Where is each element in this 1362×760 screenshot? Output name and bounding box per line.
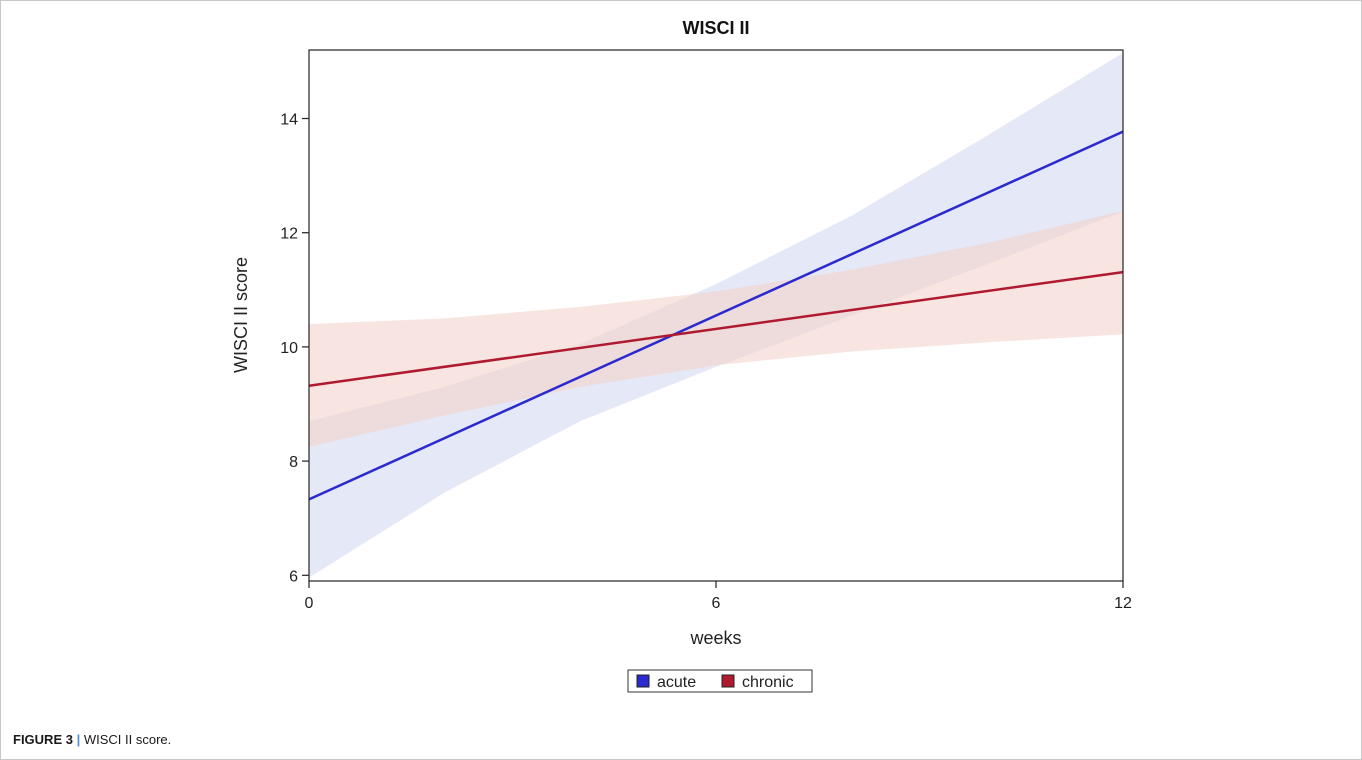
caption-text: WISCI II score. [83,732,172,747]
x-tick-label: 6 [712,595,721,612]
x-axis: 0 6 12 [305,581,1132,612]
series-line-chronic [308,270,1124,387]
legend-swatch-chronic [721,674,735,688]
chart-title: WISCI II [683,18,750,38]
y-tick-label: 10 [280,340,298,357]
x-tick-label: 0 [305,595,314,612]
legend: acute chronic [627,669,813,693]
y-tick-label: 12 [280,226,298,243]
legend-box [627,669,813,693]
figure-label: FIGURE 3 [13,732,73,747]
y-tick-label: 8 [289,454,298,471]
y-tick-label: 14 [280,112,298,129]
y-tick-label: 6 [289,568,298,585]
series-line-acute [308,130,1124,501]
legend-swatch-acute [636,674,650,688]
legend-label-chronic: chronic [742,674,794,691]
figure-caption: FIGURE 3 | WISCI II score. [13,732,171,747]
caption-separator: | [76,732,81,747]
legend-label-acute: acute [657,674,696,691]
x-tick-label: 12 [1114,595,1132,612]
y-axis: 6 8 10 12 14 [280,112,309,585]
x-axis-title: weeks [689,628,741,648]
series-lines [308,130,1124,501]
y-axis-title: WISCI II score [231,257,251,373]
